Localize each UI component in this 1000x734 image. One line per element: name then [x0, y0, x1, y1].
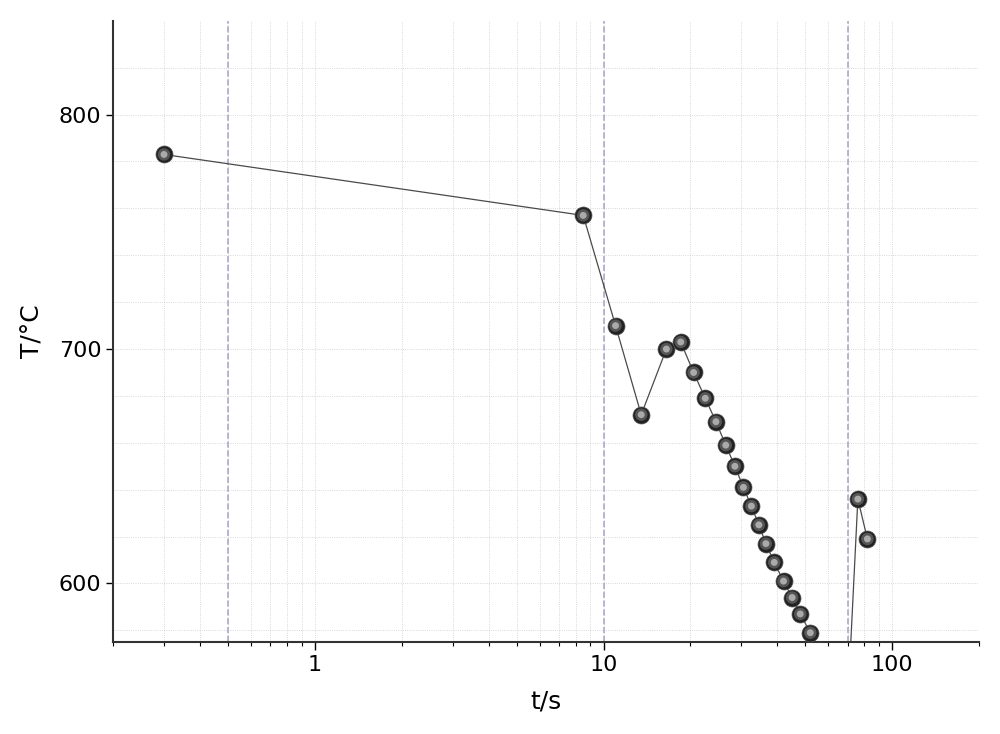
Point — [758, 538, 774, 550]
Point — [156, 148, 172, 160]
Point — [156, 148, 172, 160]
Point — [758, 538, 774, 550]
Point — [718, 439, 734, 451]
Point — [697, 393, 713, 404]
Point — [840, 702, 856, 713]
Point — [718, 439, 734, 451]
Point — [735, 482, 751, 493]
Point — [776, 575, 792, 587]
Point — [686, 366, 702, 378]
Point — [766, 556, 782, 568]
Point — [850, 493, 866, 505]
Point — [673, 336, 689, 348]
Point — [850, 493, 866, 505]
Point — [859, 533, 875, 545]
Point — [792, 608, 808, 619]
Point — [776, 575, 792, 587]
Point — [812, 646, 828, 658]
Point — [727, 460, 743, 472]
Point — [840, 702, 856, 713]
Point — [708, 416, 724, 428]
Point — [751, 519, 767, 531]
Point — [156, 148, 172, 160]
Point — [608, 320, 624, 332]
Point — [743, 501, 759, 512]
Point — [686, 366, 702, 378]
Point — [697, 393, 713, 404]
Point — [727, 460, 743, 472]
Point — [812, 646, 828, 658]
Point — [784, 592, 800, 603]
Point — [776, 575, 792, 587]
Point — [820, 664, 836, 676]
Point — [633, 409, 649, 421]
Point — [802, 627, 818, 639]
Point — [575, 209, 591, 221]
Point — [608, 320, 624, 332]
Point — [792, 608, 808, 619]
Point — [859, 533, 875, 545]
Point — [802, 627, 818, 639]
Point — [718, 439, 734, 451]
Point — [812, 646, 828, 658]
Point — [830, 683, 846, 695]
Point — [708, 416, 724, 428]
Point — [859, 533, 875, 545]
Point — [708, 416, 724, 428]
Point — [830, 683, 846, 695]
Point — [727, 460, 743, 472]
Point — [820, 664, 836, 676]
Point — [658, 344, 674, 355]
Point — [784, 592, 800, 603]
Point — [758, 538, 774, 550]
Point — [673, 336, 689, 348]
Point — [633, 409, 649, 421]
X-axis label: t/s: t/s — [531, 689, 562, 713]
Point — [784, 592, 800, 603]
Point — [751, 519, 767, 531]
Point — [686, 366, 702, 378]
Point — [766, 556, 782, 568]
Y-axis label: T/°C: T/°C — [21, 305, 45, 358]
Point — [751, 519, 767, 531]
Point — [850, 493, 866, 505]
Point — [792, 608, 808, 619]
Point — [743, 501, 759, 512]
Point — [575, 209, 591, 221]
Point — [673, 336, 689, 348]
Point — [820, 664, 836, 676]
Point — [840, 702, 856, 713]
Point — [575, 209, 591, 221]
Point — [658, 344, 674, 355]
Point — [608, 320, 624, 332]
Point — [735, 482, 751, 493]
Point — [633, 409, 649, 421]
Point — [735, 482, 751, 493]
Point — [802, 627, 818, 639]
Point — [697, 393, 713, 404]
Point — [766, 556, 782, 568]
Point — [743, 501, 759, 512]
Point — [658, 344, 674, 355]
Point — [830, 683, 846, 695]
